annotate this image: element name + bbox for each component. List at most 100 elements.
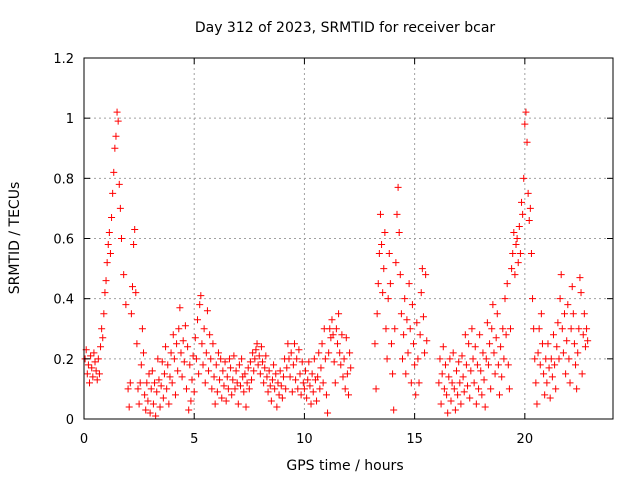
data-point	[160, 370, 168, 378]
data-point	[547, 355, 555, 363]
data-point	[503, 280, 511, 288]
x-tick-label: 5	[190, 432, 198, 447]
data-point	[554, 319, 562, 327]
data-point	[309, 388, 317, 396]
data-point	[337, 361, 345, 369]
data-point	[279, 373, 287, 381]
data-point	[394, 183, 402, 191]
data-point	[407, 379, 415, 387]
data-point	[499, 325, 507, 333]
data-point	[110, 168, 118, 176]
data-point	[552, 385, 560, 393]
data-point	[319, 379, 327, 387]
data-point	[92, 367, 100, 375]
x-tick-label: 10	[296, 432, 313, 447]
data-point	[445, 373, 453, 381]
data-point	[124, 385, 132, 393]
data-point	[526, 204, 534, 212]
data-point	[580, 310, 588, 318]
data-point	[191, 334, 199, 342]
data-point	[475, 385, 483, 393]
data-point	[91, 358, 99, 366]
data-point	[289, 361, 297, 369]
data-point	[200, 325, 208, 333]
data-point	[202, 349, 210, 357]
data-point	[332, 325, 340, 333]
data-point	[523, 138, 531, 146]
data-point	[307, 400, 315, 408]
data-point	[340, 355, 348, 363]
data-point	[387, 340, 395, 348]
data-point	[135, 400, 143, 408]
data-point	[468, 325, 476, 333]
data-point	[265, 367, 273, 375]
data-point	[94, 355, 102, 363]
data-point	[284, 340, 292, 348]
data-point	[477, 367, 485, 375]
data-point	[211, 400, 219, 408]
data-point	[509, 250, 517, 258]
grid-lines	[84, 58, 613, 419]
data-point	[104, 241, 112, 249]
data-point	[203, 307, 211, 315]
data-point	[199, 361, 207, 369]
data-point	[127, 310, 135, 318]
data-point	[553, 343, 561, 351]
data-point	[97, 343, 105, 351]
data-point	[487, 385, 495, 393]
data-point	[535, 325, 543, 333]
data-point	[177, 349, 185, 357]
data-point	[219, 367, 227, 375]
data-point	[570, 340, 578, 348]
data-point	[318, 340, 326, 348]
data-point	[262, 352, 270, 360]
data-point	[384, 295, 392, 303]
y-tick-label: 0.6	[53, 233, 74, 248]
data-point	[579, 331, 587, 339]
data-point	[472, 400, 480, 408]
data-point	[86, 379, 94, 387]
data-point	[493, 310, 501, 318]
data-point	[460, 388, 468, 396]
data-point	[453, 367, 461, 375]
data-point	[188, 376, 196, 384]
data-point	[551, 361, 559, 369]
y-tick-label: 0.4	[53, 293, 74, 308]
data-point	[440, 385, 448, 393]
data-point	[534, 349, 542, 357]
data-point	[134, 385, 142, 393]
data-point	[385, 250, 393, 258]
data-point	[480, 376, 488, 384]
data-point	[395, 228, 403, 236]
data-point	[276, 367, 284, 375]
data-point	[145, 370, 153, 378]
data-point	[518, 198, 526, 206]
data-point	[165, 400, 173, 408]
data-point	[126, 379, 134, 387]
data-point	[491, 370, 499, 378]
data-point	[372, 385, 380, 393]
data-point	[521, 120, 529, 128]
x-axis-label: GPS time / hours	[286, 458, 403, 474]
data-point	[540, 370, 548, 378]
data-point	[443, 391, 451, 399]
data-point	[267, 397, 275, 405]
data-point	[564, 301, 572, 309]
data-point	[132, 289, 140, 297]
data-point	[457, 400, 465, 408]
data-point	[373, 310, 381, 318]
data-point	[490, 349, 498, 357]
data-point	[435, 379, 443, 387]
data-point	[230, 352, 238, 360]
data-point	[149, 400, 157, 408]
data-point	[108, 213, 116, 221]
data-point	[152, 412, 160, 420]
data-point	[461, 331, 469, 339]
data-point	[241, 370, 249, 378]
data-point	[469, 355, 477, 363]
data-point	[308, 370, 316, 378]
data-point	[462, 361, 470, 369]
data-point	[439, 343, 447, 351]
data-point	[102, 277, 110, 285]
data-point	[335, 310, 343, 318]
